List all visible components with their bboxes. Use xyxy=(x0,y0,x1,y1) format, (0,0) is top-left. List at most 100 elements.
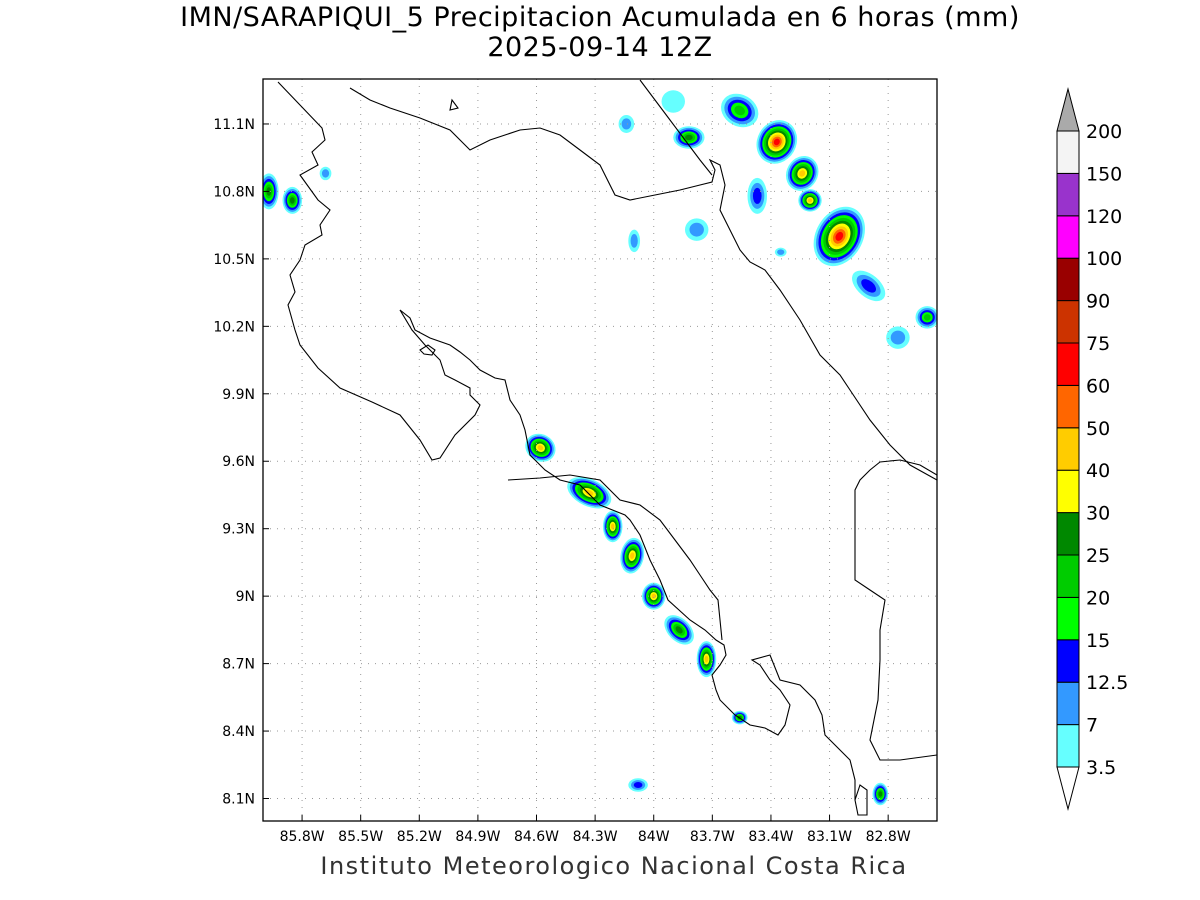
colorbar-swatch xyxy=(1056,596,1080,641)
precip-cell xyxy=(721,93,759,128)
colorbar-swatch xyxy=(1056,469,1080,514)
precip-contour xyxy=(321,169,330,178)
lon-tick-label: 84.6W xyxy=(514,829,559,845)
precip-contour xyxy=(537,445,544,451)
precip-cell xyxy=(567,476,612,509)
precip-contour xyxy=(799,170,806,177)
precip-contour xyxy=(861,279,877,293)
colorbar-swatch xyxy=(1056,639,1080,683)
lat-tick-label: 8.1N xyxy=(222,792,255,808)
lon-tick-label: 82.8W xyxy=(866,829,911,845)
colorbar-label: 200 xyxy=(1086,121,1122,143)
colorbar-label: 60 xyxy=(1086,375,1110,397)
lon-tick-label: 83.4W xyxy=(748,829,793,845)
precip-cell xyxy=(620,537,645,574)
colorbar-min-arrow xyxy=(1056,766,1080,811)
colorbar-label: 12.5 xyxy=(1086,672,1128,694)
burica xyxy=(854,784,868,816)
colorbar-swatch xyxy=(1056,512,1080,556)
border-south xyxy=(854,459,937,761)
colorbar-label: 3.5 xyxy=(1086,757,1116,779)
precip-contour xyxy=(630,233,638,248)
lat-tick-label: 8.7N xyxy=(222,657,255,673)
precip-cell xyxy=(642,582,666,610)
precip-cell xyxy=(747,177,768,214)
precip-cell xyxy=(872,782,889,806)
colorbar-swatch xyxy=(1056,215,1080,259)
lat-tick-label: 11.1N xyxy=(213,117,255,133)
lat-tick-label: 9.6N xyxy=(222,454,255,470)
colorbar-max-arrow xyxy=(1056,87,1080,132)
colorbar-swatch xyxy=(1056,427,1080,471)
colorbar-swatch xyxy=(1056,681,1080,726)
lon-tick-label: 84.9W xyxy=(455,829,500,845)
plot-area xyxy=(263,79,937,821)
precip-cell xyxy=(774,247,787,257)
colorbar-label: 20 xyxy=(1086,587,1110,609)
precip-contour xyxy=(878,791,883,797)
precip-contour xyxy=(773,138,780,146)
precip-cell xyxy=(661,90,685,113)
precip-contour xyxy=(689,222,704,237)
colorbar-label: 25 xyxy=(1086,545,1110,567)
map-title: IMN/SARAPIQUI_5 Precipitacion Acumulada … xyxy=(180,2,1020,33)
precip-contour xyxy=(585,489,594,496)
precip-contour xyxy=(633,782,643,789)
precip-contour xyxy=(675,626,683,634)
precip-contour xyxy=(621,118,632,130)
precip-cell xyxy=(785,156,819,191)
precip-cell xyxy=(684,218,709,241)
grid-layer xyxy=(263,79,937,821)
colorbar-swatch xyxy=(1056,300,1080,344)
precip-contour xyxy=(289,197,295,204)
lat-tick-label: 9N xyxy=(236,589,255,605)
precip-contour xyxy=(610,523,615,530)
axis-ticks: 85.8W 85.5W 85.2W 84.9W 84.6W 84.3W 84W 83.7W 83… xyxy=(213,117,910,845)
island xyxy=(419,344,436,356)
lat-tick-label: 10.5N xyxy=(213,252,255,268)
precip-cell xyxy=(525,433,556,462)
caribbean-coast xyxy=(639,79,713,176)
map-date: 2025-09-14 12Z xyxy=(487,32,713,63)
colorbar-swatch xyxy=(1056,554,1080,598)
coastline-gulf xyxy=(399,309,856,800)
lat-tick-label: 10.8N xyxy=(213,184,255,200)
colorbar-swatch xyxy=(1056,257,1080,302)
colorbar: 3.5 7 12.5 15 20 25 30 40 50 60 75 90 100 120 150 200 xyxy=(1056,87,1128,811)
lon-tick-label: 83.1W xyxy=(807,829,852,845)
precip-contour xyxy=(835,231,844,241)
colorbar-label: 75 xyxy=(1086,333,1110,355)
colorbar-swatch xyxy=(1056,130,1080,174)
precip-cell xyxy=(756,120,798,164)
peninsula-inner xyxy=(507,474,723,641)
coastlines xyxy=(277,79,937,816)
precip-contour xyxy=(651,593,656,599)
precip-cell xyxy=(602,510,623,543)
coastline-north xyxy=(277,81,481,461)
precip-contour xyxy=(807,198,813,203)
lon-tick-label: 85.2W xyxy=(397,829,442,845)
precip-cell xyxy=(319,166,332,181)
colorbar-label: 120 xyxy=(1086,206,1122,228)
precip-contour xyxy=(923,314,931,321)
precip-cell xyxy=(886,326,910,349)
precip-contour xyxy=(704,655,709,663)
precip-cell xyxy=(628,229,641,253)
precip-cell xyxy=(798,189,822,212)
colorbar-label: 7 xyxy=(1086,715,1098,737)
lon-tick-label: 85.8W xyxy=(280,829,325,845)
colorbar-label: 40 xyxy=(1086,460,1110,482)
precip-cell xyxy=(618,114,635,133)
colorbar-label: 15 xyxy=(1086,630,1110,652)
colorbar-swatch xyxy=(1056,342,1080,386)
colorbar-swatch xyxy=(1056,384,1080,429)
lat-tick-label: 8.4N xyxy=(222,724,255,740)
lon-tick-label: 84.3W xyxy=(573,829,618,845)
precip-cell xyxy=(282,186,303,214)
lat-tick-label: 9.3N xyxy=(222,522,255,538)
precip-cell xyxy=(664,615,694,645)
footer-credit: Instituto Meteorologico Nacional Costa R… xyxy=(320,852,908,880)
plot-frame xyxy=(262,78,938,822)
colorbar-label: 50 xyxy=(1086,418,1110,440)
